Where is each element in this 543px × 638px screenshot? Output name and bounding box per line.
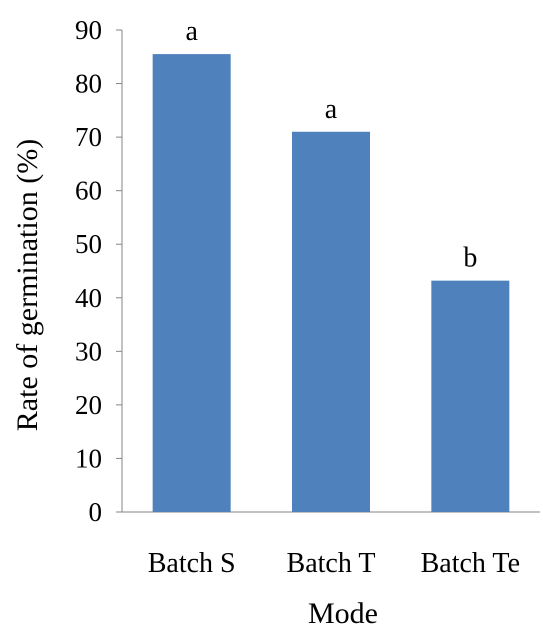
significance-label: a [185,16,198,47]
y-tick-label: 20 [75,390,102,420]
y-tick-label: 80 [75,69,102,99]
y-axis-label: Rate of germination (%) [11,139,44,431]
y-tick-label: 90 [75,15,102,45]
x-tick-label: Batch Te [421,548,520,579]
x-tick-label: Batch S [148,548,236,579]
bar-batch-t [292,131,370,512]
y-tick-label: 70 [75,122,102,152]
y-tick-label: 30 [75,336,102,366]
bar-batch-te [431,280,510,512]
y-tick-label: 10 [75,443,102,473]
bar-batch-s [152,54,231,512]
x-axis-label: Mode [308,597,378,630]
y-tick-label: 40 [75,283,102,313]
x-tick-label: Batch T [287,548,376,579]
significance-label: a [325,94,338,125]
y-tick-label: 60 [75,176,102,206]
y-tick-label: 50 [75,229,102,259]
y-tick-label: 0 [89,497,103,527]
significance-label: b [463,243,477,274]
